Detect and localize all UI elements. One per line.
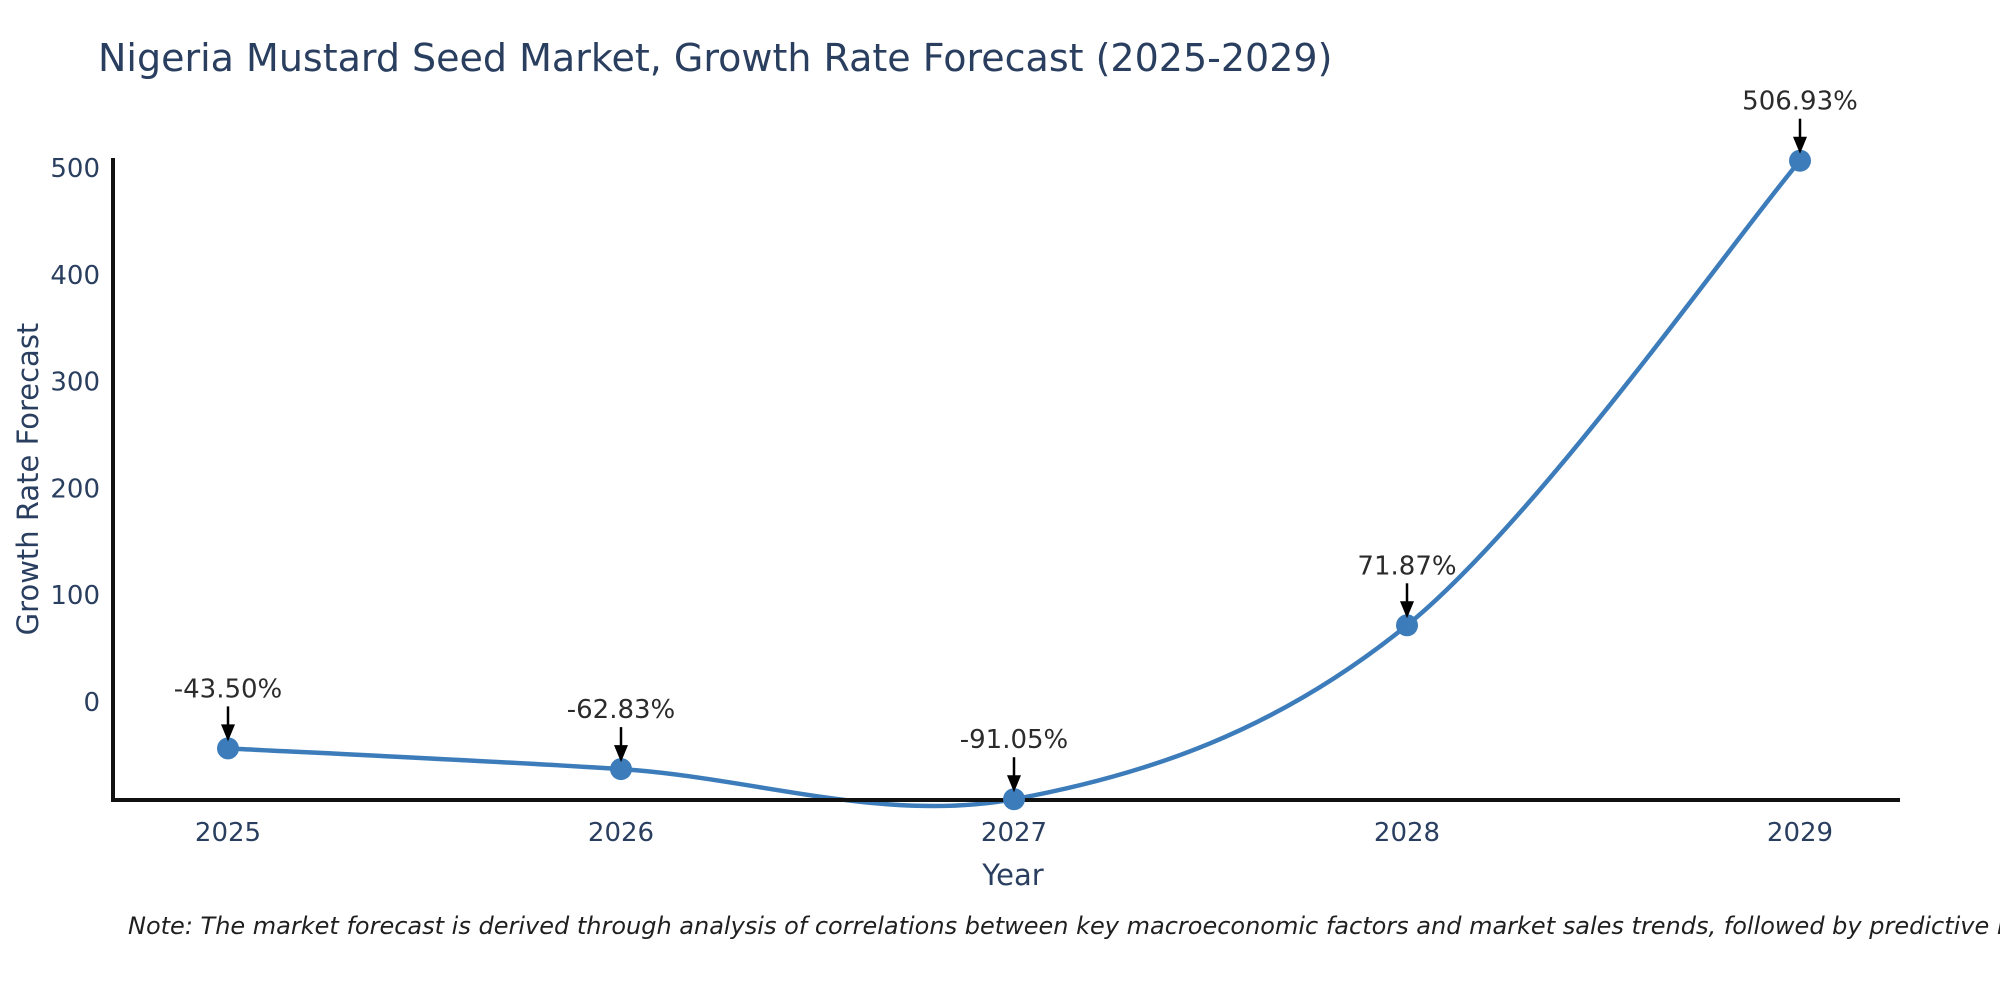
annotation-arrow-head-2025 xyxy=(221,724,235,742)
x-tick-label-2029: 2029 xyxy=(1767,818,1833,848)
x-tick-label-2026: 2026 xyxy=(588,818,654,848)
y-tick-label-400: 400 xyxy=(50,261,100,291)
annotation-label-2029: 506.93% xyxy=(1742,87,1858,117)
y-tick-label-0: 0 xyxy=(83,688,100,718)
y-tick-label-200: 200 xyxy=(50,474,100,504)
x-tick-label-2028: 2028 xyxy=(1374,818,1440,848)
series-line xyxy=(225,158,1803,809)
data-point-marker-2028[interactable] xyxy=(1396,614,1418,637)
annotation-arrow-head-2026 xyxy=(614,745,628,763)
x-tick-label-2025: 2025 xyxy=(195,818,261,848)
data-point-marker-2027[interactable] xyxy=(1003,788,1025,811)
annotation-arrow-head-2029 xyxy=(1793,136,1807,154)
y-tick-label-100: 100 xyxy=(50,581,100,611)
x-axis-title: Year xyxy=(982,858,1044,892)
annotation-label-2026: -62.83% xyxy=(567,695,676,725)
annotation-label-2025: -43.50% xyxy=(174,674,283,704)
data-point-marker-2029[interactable] xyxy=(1789,149,1811,172)
y-tick-label-500: 500 xyxy=(50,154,100,184)
y-tick-label-300: 300 xyxy=(50,368,100,398)
annotation-arrow-head-2027 xyxy=(1007,775,1021,793)
data-point-marker-2026[interactable] xyxy=(610,758,632,781)
annotation-label-2027: -91.05% xyxy=(960,725,1069,755)
chart-title: Nigeria Mustard Seed Market, Growth Rate… xyxy=(98,36,1333,80)
footnote: Note: The market forecast is derived thr… xyxy=(128,912,2000,940)
annotation-arrow-head-2028 xyxy=(1400,601,1414,619)
data-point-marker-2025[interactable] xyxy=(217,737,239,760)
annotation-label-2028: 71.87% xyxy=(1357,551,1456,581)
x-tick-label-2027: 2027 xyxy=(981,818,1047,848)
